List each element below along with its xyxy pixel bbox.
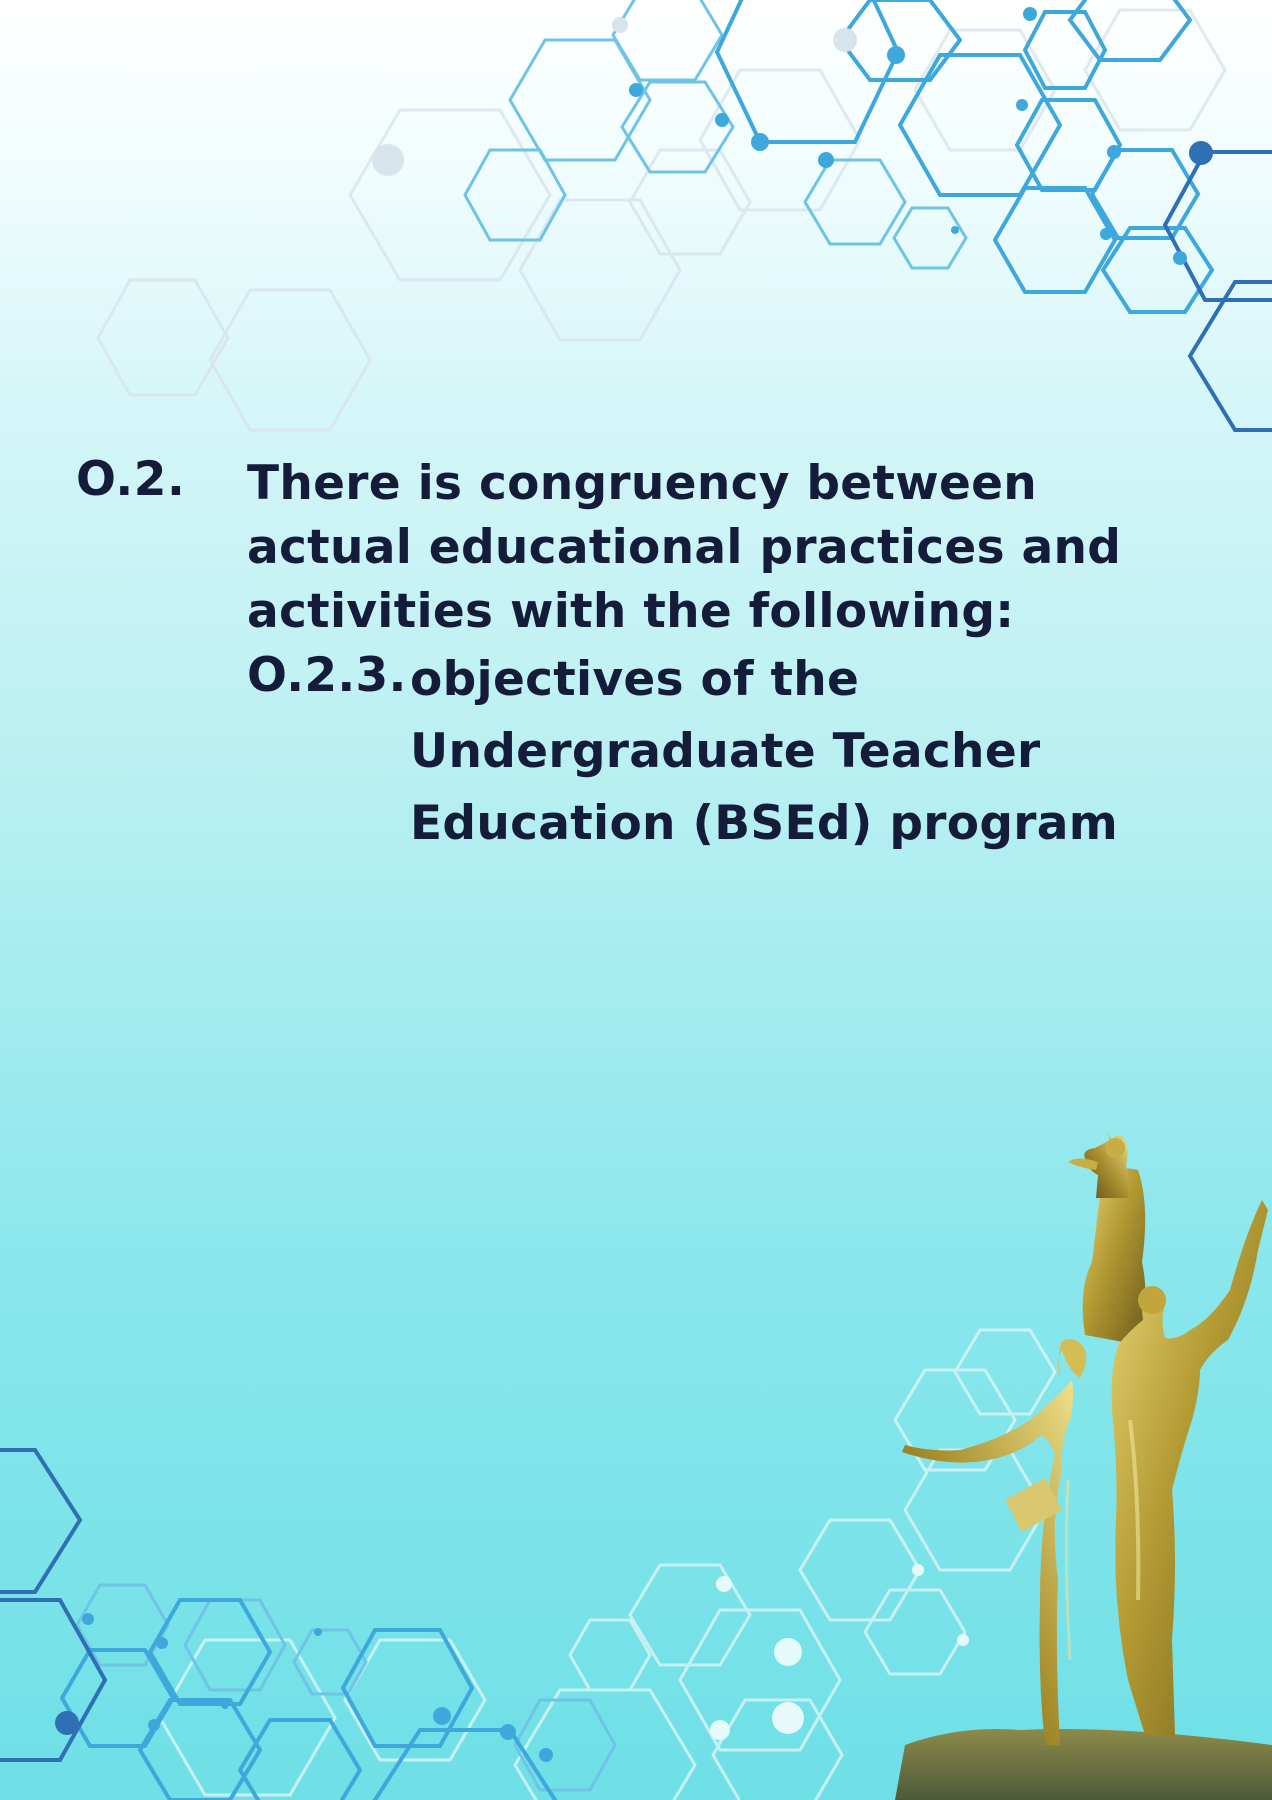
hexagon-pattern-top xyxy=(96,0,1272,432)
objective-number: O.2. xyxy=(76,452,186,507)
sub-objective-number: O.2.3. xyxy=(247,648,407,703)
hexagon-pattern-bottom xyxy=(0,1328,1057,1800)
golden-statue xyxy=(895,1134,1272,1800)
objective-text: There is congruency between actual educa… xyxy=(247,456,1122,639)
sub-objective-text: objectives of the Undergraduate Teacher … xyxy=(410,652,1119,851)
